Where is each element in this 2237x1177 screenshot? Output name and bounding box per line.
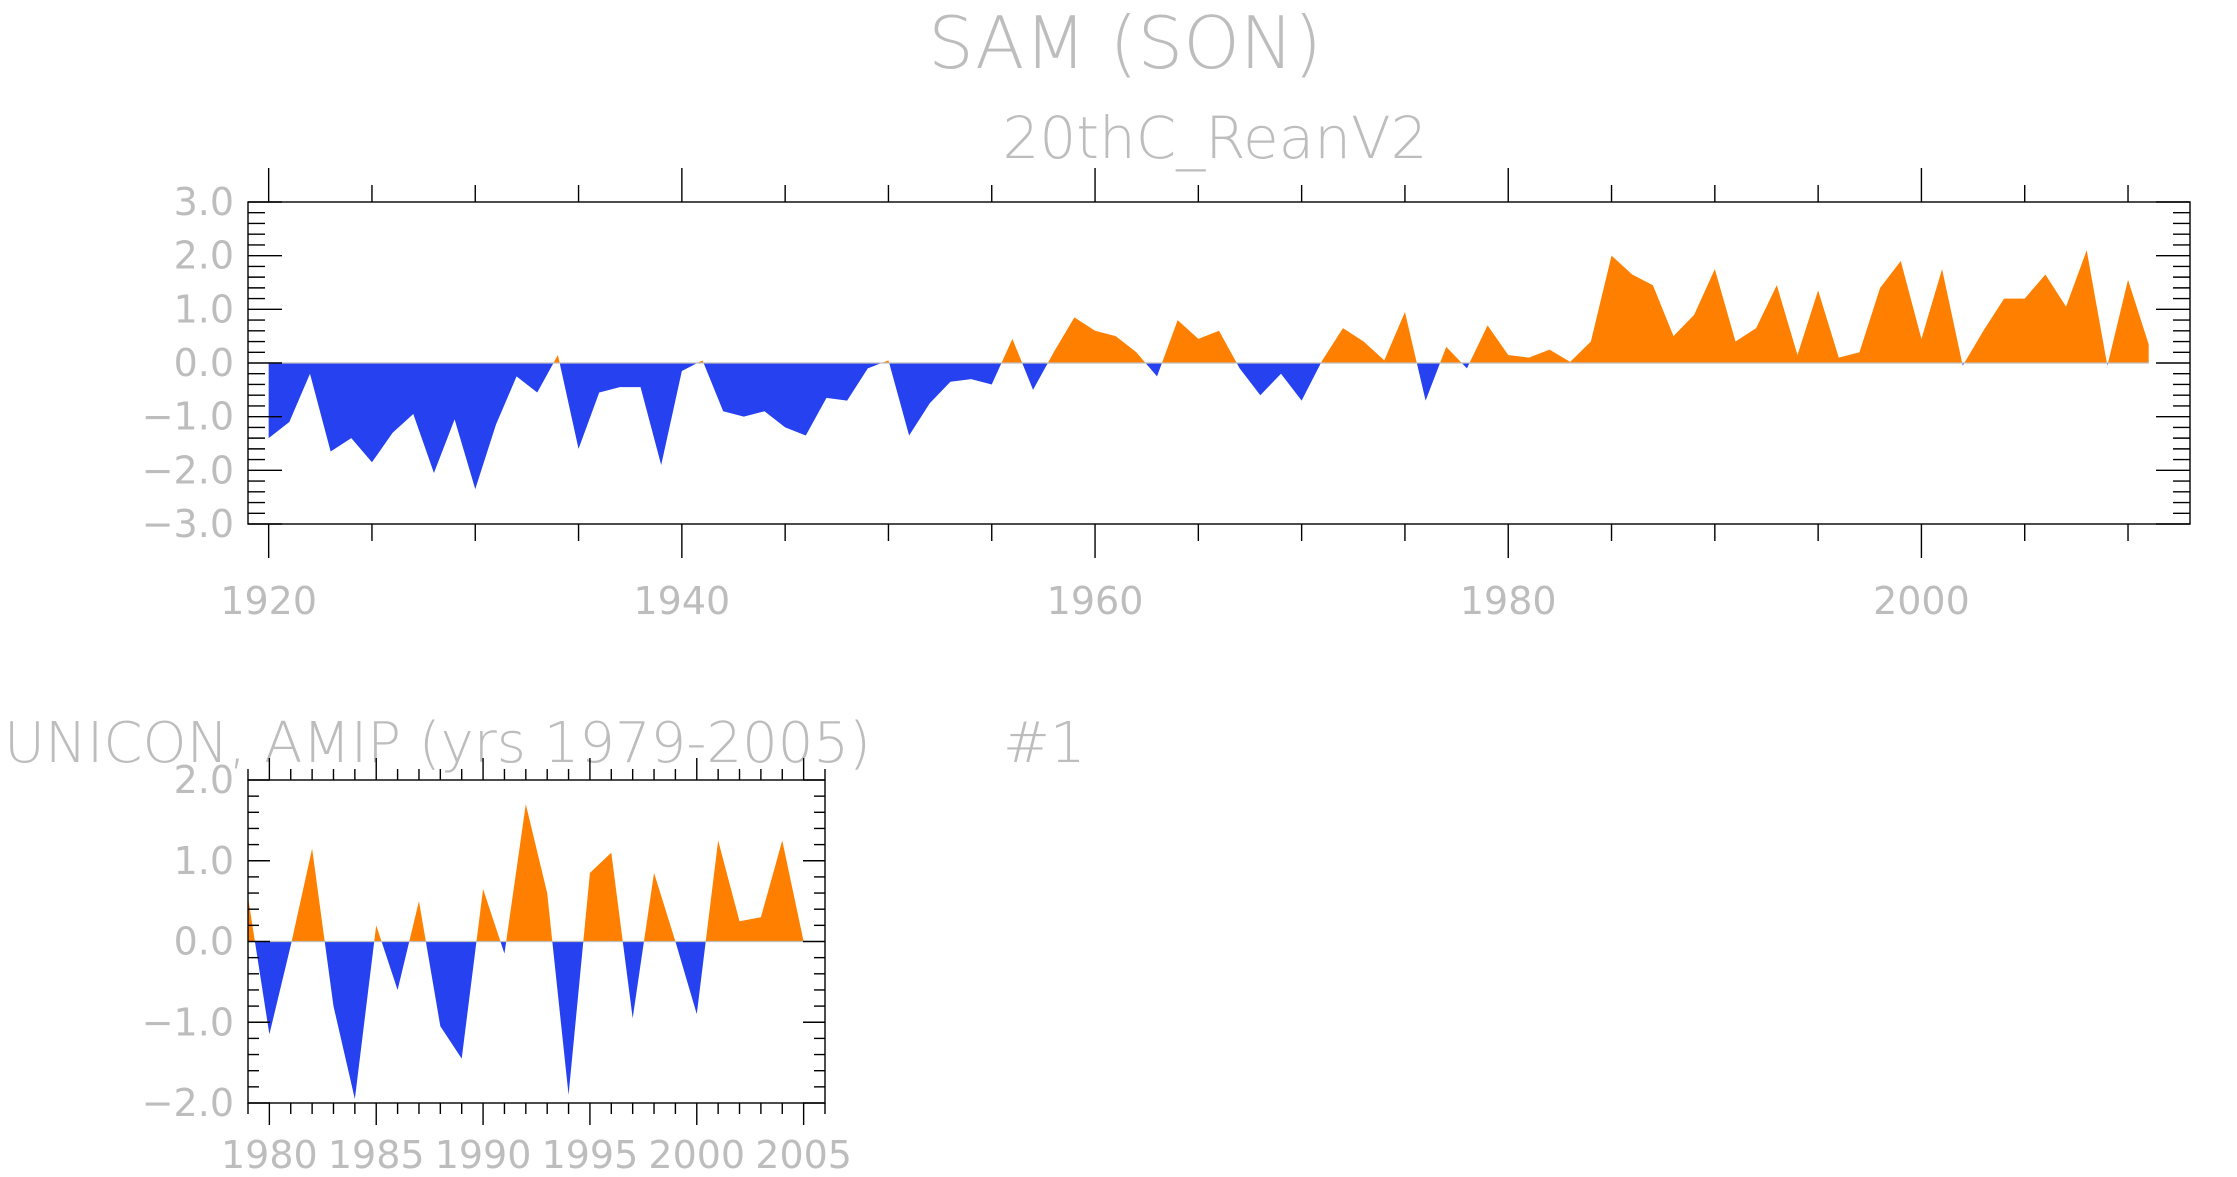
y-tick-label: 3.0: [174, 180, 234, 224]
x-tick-label: 1960: [1047, 579, 1144, 623]
positive-anomaly-area: [248, 804, 804, 942]
x-tick-label: 1920: [220, 579, 317, 623]
y-tick-label: −1.0: [142, 1000, 234, 1044]
x-tick-label: 1980: [1460, 579, 1557, 623]
x-tick-label: 1985: [328, 1133, 425, 1177]
y-tick-label: 1.0: [174, 287, 234, 331]
y-tick-label: −3.0: [142, 502, 234, 546]
y-tick-label: 2.0: [174, 758, 234, 802]
x-tick-label: 1940: [633, 579, 730, 623]
y-tick-label: −2.0: [142, 1081, 234, 1125]
negative-anomaly-area: [268, 363, 2149, 490]
x-tick-label: 2000: [648, 1133, 745, 1177]
x-tick-label: 2005: [755, 1133, 852, 1177]
y-tick-label: 0.0: [174, 920, 234, 964]
reanalysis-sam-chart: −3.0 −2.0 −1.0 0.0 1.0 2.0 3.0 1920 1940 1960 1980…: [142, 168, 2191, 623]
y-tick-label: −2.0: [142, 448, 234, 492]
amip-sam-chart: −2.0 −1.0 0.0 1.0 2.0 1980 1985 1990 1995 2000 200…: [142, 758, 852, 1177]
figure-title: SAM (SON): [928, 1, 1322, 85]
negative-anomaly-area: [248, 941, 804, 1099]
y-tick-label: 1.0: [174, 839, 234, 883]
x-tick-label: 1990: [435, 1133, 532, 1177]
chart-subtitle: 20thC_ReanV2: [1002, 104, 1427, 172]
x-tick-label: 2000: [1873, 579, 1970, 623]
y-tick-label: 0.0: [174, 341, 234, 385]
x-tick-label: 1980: [221, 1133, 318, 1177]
y-tick-label: −1.0: [142, 395, 234, 439]
panel2-label: #1: [1003, 711, 1086, 776]
panel2-title: UNICON, AMIP (yrs 1979-2005): [4, 711, 871, 776]
positive-anomaly-area: [268, 250, 2149, 363]
x-tick-label: 1995: [542, 1133, 639, 1177]
y-tick-label: 2.0: [174, 234, 234, 278]
